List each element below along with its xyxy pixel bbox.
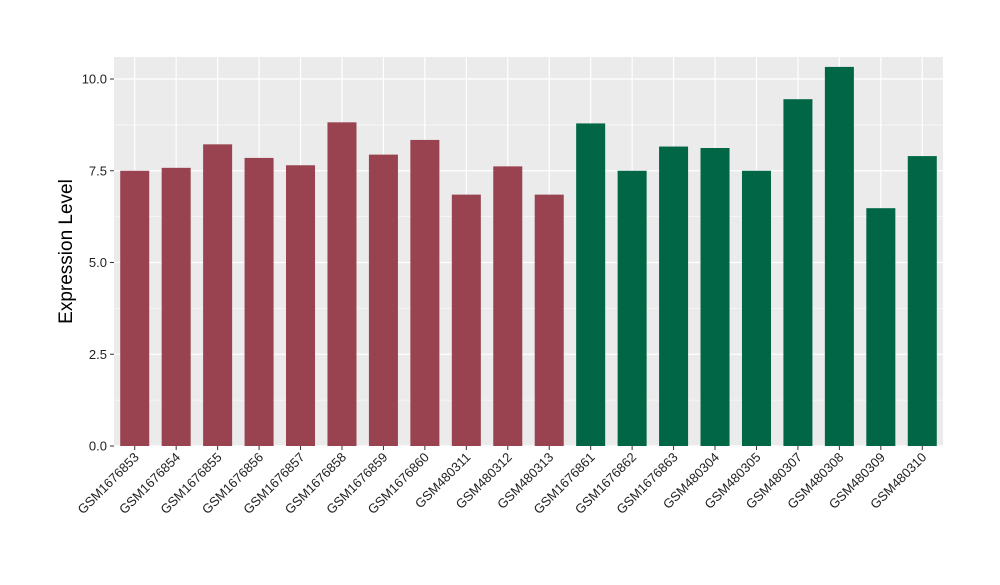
bar	[659, 146, 689, 446]
bar	[493, 166, 523, 446]
bar	[410, 139, 440, 446]
plot-panel	[114, 57, 943, 446]
y-tick-label: 10.0	[82, 72, 107, 87]
bar	[700, 148, 730, 446]
bar	[534, 194, 564, 446]
y-tick-label: 7.5	[89, 163, 107, 178]
bar	[368, 154, 398, 446]
y-axis: 0.0 2.5 5.0 7.5 10.0	[82, 72, 114, 454]
bar	[783, 99, 813, 447]
bar	[327, 122, 357, 447]
bar	[244, 157, 274, 447]
x-axis: GSM1676853GSM1676854GSM1676855GSM1676856…	[75, 446, 929, 517]
bar	[576, 123, 606, 446]
bar	[286, 165, 316, 446]
bar	[907, 156, 937, 446]
bar	[617, 170, 647, 446]
bar	[451, 194, 481, 446]
y-tick-label: 0.0	[89, 439, 107, 454]
bar	[824, 66, 854, 446]
bar	[866, 208, 896, 446]
y-axis-title: Expression Level	[56, 179, 77, 324]
y-tick-label: 5.0	[89, 255, 107, 270]
bar	[161, 167, 191, 446]
bar	[203, 144, 233, 447]
y-tick-label: 2.5	[89, 347, 107, 362]
bar	[120, 170, 150, 446]
bar-series	[120, 66, 937, 447]
bar	[741, 170, 771, 446]
